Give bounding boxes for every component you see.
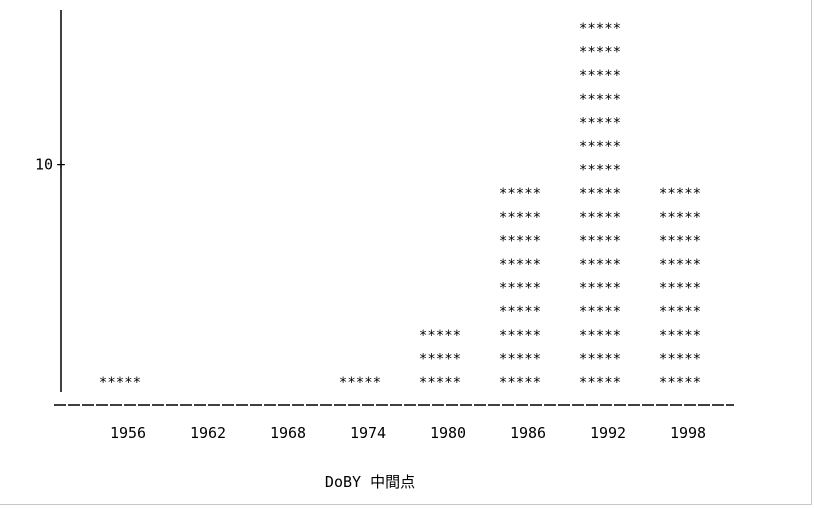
bar: ***** ***** ***** ***** ***** ***** ***** *****… [579,21,621,391]
bar-segment: ***** [579,233,621,249]
x-tick-label: 1998 [670,424,706,442]
x-tick-label: 1974 [350,424,386,442]
bar-segment: ***** [659,281,701,297]
x-tick-label: 1986 [510,424,546,442]
bar-segment: ***** [659,304,701,320]
bar-segment: ***** [579,163,621,179]
bar-segment: ***** [499,257,541,273]
bar-segment: ***** [499,304,541,320]
x-tick-label: 1968 [270,424,306,442]
bar-segment: ***** [659,257,701,273]
bar-segment: ***** [579,304,621,320]
bar-segment: ***** [659,233,701,249]
bar-segment: ***** [659,375,701,391]
bar: ***** ***** ***** ***** ***** ***** ***** *****… [499,186,541,391]
bar-segment: ***** [579,328,621,344]
y-tick-label: 10 [35,156,53,174]
y-axis: 10+20+30+ [35,10,66,392]
bar-segment: ***** [579,115,621,131]
bar-segment: ***** [579,45,621,61]
bar: ***** [339,375,381,391]
bar: ***** ***** ***** ***** ***** ***** ***** *****… [659,186,701,391]
bar-segment: ***** [659,328,701,344]
x-tick-label: 1992 [590,424,626,442]
bar-segment: ***** [339,375,381,391]
bar-segment: ***** [579,281,621,297]
bar-segment: ***** [419,351,461,367]
bar: ***** [99,375,141,391]
bar-segment: ***** [419,375,461,391]
bar-segment: ***** [659,210,701,226]
x-tick-label: 1980 [430,424,466,442]
bar-segment: ***** [659,186,701,202]
bar-segment: ***** [499,375,541,391]
x-tick-label: 1956 [110,424,146,442]
bar-segment: ***** [659,351,701,367]
bar-segment: ***** [579,92,621,108]
bar-segment: ***** [579,375,621,391]
bar-segment: ***** [579,21,621,37]
x-axis-label: DoBY 中間点 [325,473,415,491]
bar-segment: ***** [99,375,141,391]
bars: ***** ***** ******************************… [99,21,701,391]
bar-segment: ***** [579,139,621,155]
bar-segment: ***** [499,186,541,202]
x-tick-label: 1962 [190,424,226,442]
bar-segment: ***** [579,210,621,226]
bar-segment: ***** [499,233,541,249]
bar-segment: ***** [579,186,621,202]
bar-segment: ***** [579,257,621,273]
bar-segment: ***** [499,328,541,344]
bar-segment: ***** [579,351,621,367]
bar-segment: ***** [499,351,541,367]
bar-segment: ***** [499,281,541,297]
bar-segment: ***** [499,210,541,226]
y-tick-mark: + [56,156,65,174]
bar-segment: ***** [419,328,461,344]
x-axis: 1956 1962 1968 1974 1980 1986 1992 1998 [54,404,734,442]
bar: ***** ***** ***** [419,328,461,391]
bar-segment: ***** [579,68,621,84]
